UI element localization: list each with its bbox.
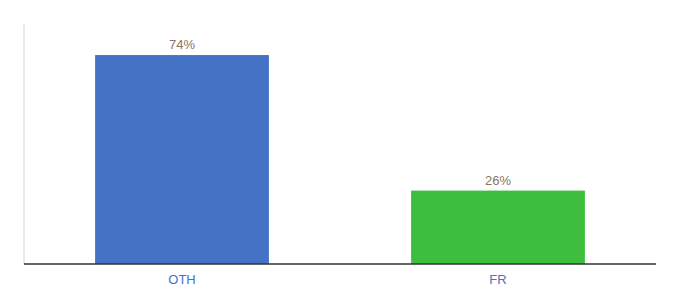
data-label: 74% (169, 37, 195, 52)
bar (411, 191, 585, 264)
x-tick-label: FR (489, 272, 506, 287)
x-axis-line (24, 263, 656, 265)
y-axis-line (24, 24, 25, 264)
bar (95, 55, 269, 264)
chart: OTH FR 74% 26% (0, 0, 680, 300)
x-tick-label: OTH (168, 272, 195, 287)
data-label: 26% (485, 173, 511, 188)
bars (95, 55, 585, 264)
chart-container: OTH FR 74% 26% (0, 0, 680, 300)
